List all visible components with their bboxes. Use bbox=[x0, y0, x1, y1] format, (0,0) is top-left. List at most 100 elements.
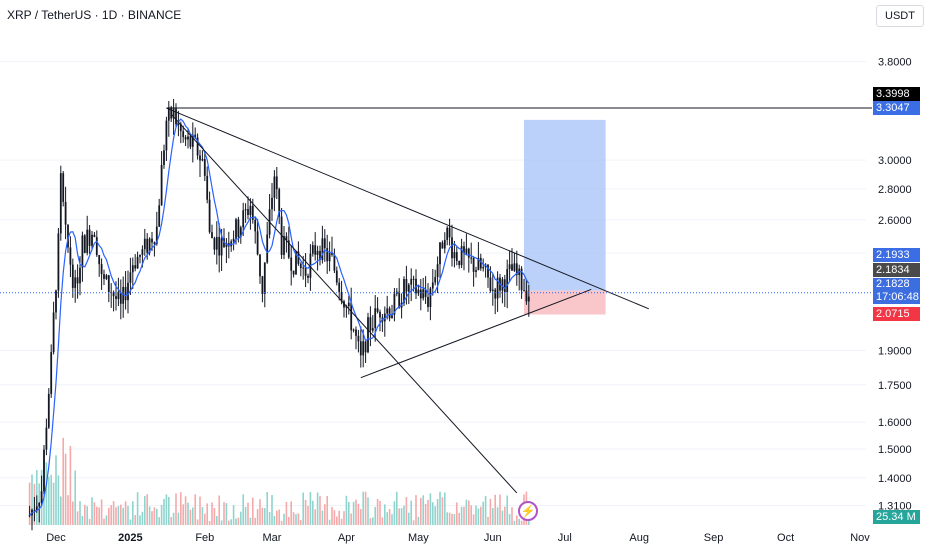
candle-body bbox=[59, 173, 62, 234]
candle-body bbox=[287, 240, 290, 258]
candle-body bbox=[213, 238, 216, 250]
trendline-0[interactable] bbox=[166, 107, 649, 310]
volume-bar bbox=[499, 494, 501, 525]
volume-bar bbox=[441, 497, 444, 525]
candles-layer bbox=[28, 98, 530, 531]
volume-bar bbox=[463, 506, 465, 525]
candle-body bbox=[45, 427, 48, 450]
ma-path bbox=[29, 118, 530, 516]
candle-body bbox=[463, 246, 465, 254]
volume-bar bbox=[74, 470, 76, 525]
volume-bar bbox=[84, 504, 86, 525]
lightning-icon[interactable]: ⚡ bbox=[518, 501, 538, 521]
volume-bar bbox=[187, 502, 189, 525]
volume-bar bbox=[220, 520, 223, 525]
candle-body bbox=[100, 264, 103, 275]
candle-body bbox=[455, 252, 458, 262]
candle-body bbox=[422, 289, 425, 299]
volume-bar bbox=[211, 502, 213, 525]
price-badge-label: 3.3998 bbox=[876, 88, 910, 100]
volume-bar bbox=[427, 499, 429, 525]
candle-body bbox=[371, 328, 374, 331]
candle-body bbox=[215, 236, 218, 250]
volume-bar bbox=[400, 508, 403, 525]
x-tick-label-3: Mar bbox=[263, 532, 282, 544]
candle-body bbox=[475, 270, 477, 272]
candle-body bbox=[249, 205, 252, 215]
candle-body bbox=[62, 173, 65, 202]
candle-body bbox=[86, 229, 89, 253]
trendline-2[interactable] bbox=[360, 288, 592, 379]
candle-body bbox=[220, 238, 223, 256]
candle-body bbox=[515, 263, 518, 276]
candle-body bbox=[335, 270, 338, 283]
candle-body bbox=[285, 236, 288, 241]
volume-bar bbox=[132, 501, 134, 525]
volume-bar bbox=[72, 501, 74, 525]
volume-bar bbox=[271, 494, 273, 525]
volume-bar bbox=[398, 508, 400, 525]
x-tick-label-10: Oct bbox=[777, 532, 794, 544]
candle-body bbox=[69, 247, 72, 265]
trendlines-layer[interactable] bbox=[0, 107, 872, 494]
volume-bar bbox=[403, 505, 405, 525]
candle-body bbox=[172, 108, 175, 119]
candle-body bbox=[163, 150, 165, 166]
candle-body bbox=[506, 269, 509, 293]
price-axis[interactable]: 3.80003.00002.80002.60002.40001.90001.75… bbox=[878, 57, 912, 513]
volume-bar bbox=[436, 498, 439, 525]
volume-bar bbox=[374, 506, 376, 525]
candle-body bbox=[203, 159, 206, 176]
candle-body bbox=[527, 296, 530, 302]
candle-body bbox=[352, 329, 355, 331]
candle-body bbox=[93, 234, 96, 238]
volume-bar bbox=[511, 507, 513, 525]
volume-bar bbox=[96, 506, 98, 525]
volume-bar bbox=[62, 437, 64, 525]
candle-body bbox=[167, 107, 170, 121]
candle-body bbox=[434, 277, 437, 283]
volume-bar bbox=[326, 495, 328, 525]
candle-body bbox=[199, 155, 201, 161]
candle-body bbox=[410, 278, 413, 285]
volume-bar bbox=[319, 496, 321, 525]
price-badge-label: 3.3047 bbox=[876, 102, 910, 114]
candle-body bbox=[107, 275, 110, 292]
trendline-1[interactable] bbox=[170, 113, 518, 494]
volume-bar bbox=[28, 482, 31, 525]
candle-body bbox=[451, 237, 453, 259]
target-zone[interactable] bbox=[524, 119, 606, 291]
candle-body bbox=[431, 282, 434, 289]
y-tick-label-9: 1.4000 bbox=[878, 473, 912, 485]
volume-bar bbox=[259, 499, 261, 525]
candle-body bbox=[357, 335, 360, 342]
candle-body bbox=[472, 257, 475, 272]
stop-zone[interactable] bbox=[524, 290, 606, 315]
volume-bar bbox=[343, 511, 345, 525]
candle-body bbox=[239, 227, 242, 237]
time-axis[interactable]: Dec 2025 Feb Mar Apr May Jun Jul Aug Sep Oct Nov bbox=[46, 532, 870, 544]
volume-bar bbox=[285, 501, 288, 525]
volume-bar bbox=[304, 499, 307, 525]
candle-body bbox=[151, 238, 153, 243]
volume-bar bbox=[496, 507, 499, 525]
y-tick-label-0: 3.8000 bbox=[878, 57, 912, 69]
volume-bar bbox=[429, 493, 432, 525]
unit-selector[interactable]: USDT bbox=[876, 5, 924, 27]
candle-body bbox=[283, 236, 285, 255]
volume-bar bbox=[196, 519, 199, 525]
volume-bar bbox=[247, 502, 249, 525]
volume-bar bbox=[480, 506, 482, 525]
candle-body bbox=[379, 311, 381, 318]
moving-average-line bbox=[29, 118, 530, 516]
symbol-title: XRP / TetherUS · 1D · BINANCE bbox=[7, 8, 182, 22]
volume-bar bbox=[494, 494, 496, 525]
volume-bar bbox=[148, 506, 151, 525]
candle-body bbox=[295, 251, 297, 275]
volume-bar bbox=[160, 504, 163, 525]
volume-bar bbox=[129, 519, 132, 525]
volume-bar bbox=[110, 505, 112, 525]
candle-body bbox=[367, 317, 369, 353]
candle-body bbox=[182, 131, 185, 138]
